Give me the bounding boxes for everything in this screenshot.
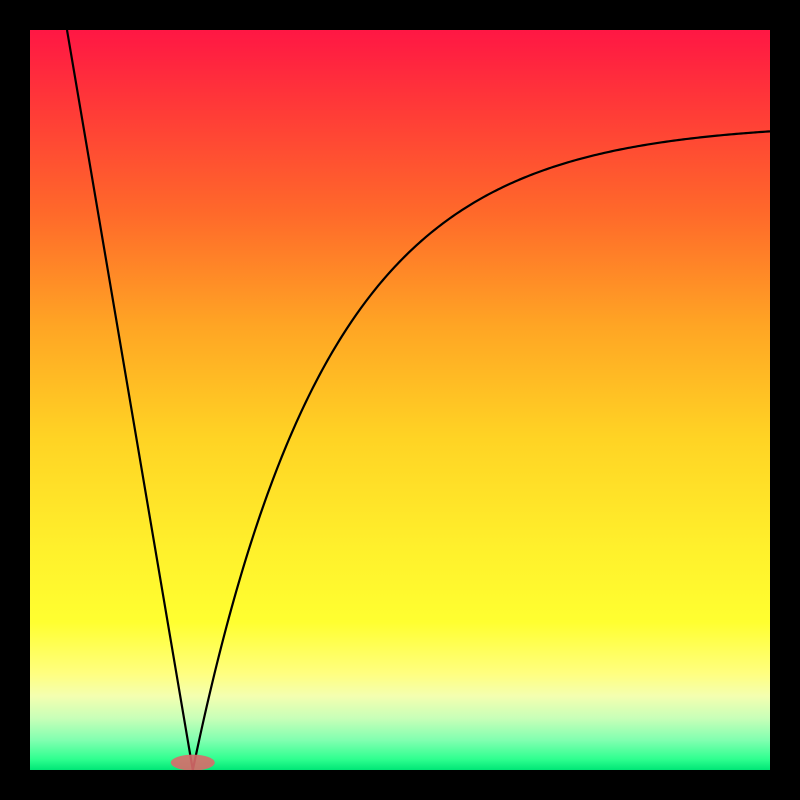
frame-border (0, 0, 30, 800)
chart-svg (30, 30, 770, 770)
frame-border (770, 0, 800, 800)
plot-area (30, 30, 770, 770)
frame-border (0, 770, 800, 800)
bottleneck-curve (67, 30, 770, 770)
optimal-marker (171, 755, 215, 770)
frame-border (0, 0, 800, 30)
